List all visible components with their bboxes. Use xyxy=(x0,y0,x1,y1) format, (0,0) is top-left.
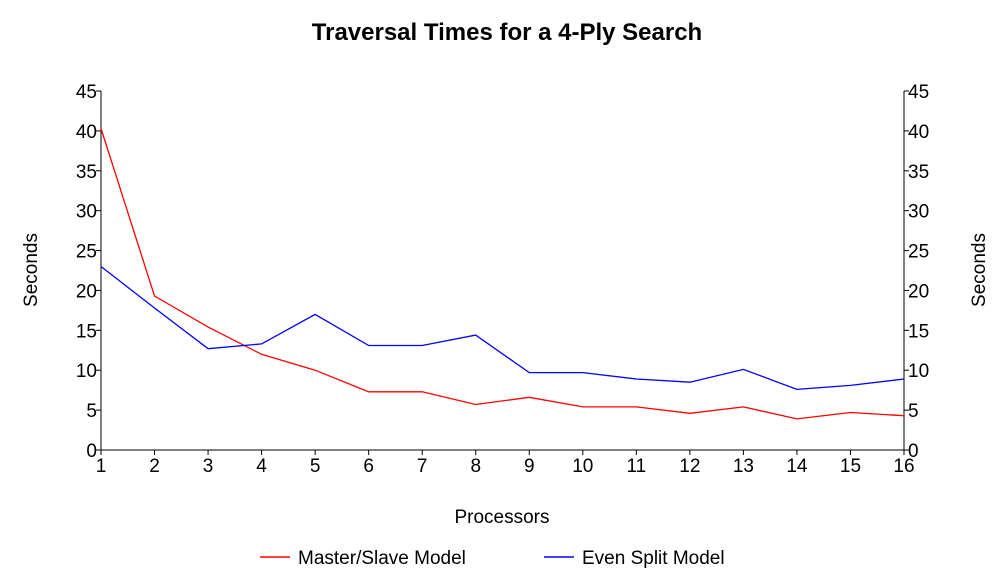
x-tick-label-15: 15 xyxy=(840,456,861,477)
x-tick-label-2: 2 xyxy=(149,456,160,477)
y-tick-label-right-45: 45 xyxy=(908,82,929,103)
y-tick-label-left-40: 40 xyxy=(76,122,97,143)
x-tick-label-14: 14 xyxy=(786,456,808,477)
x-tick-label-4: 4 xyxy=(256,456,267,477)
x-tick-label-11: 11 xyxy=(626,456,646,477)
y-tick-label-right-15: 15 xyxy=(908,321,929,342)
y-tick-label-left-25: 25 xyxy=(76,242,97,263)
left-y-ticks: 0 5 10 15 20 25 30 35 40 45 xyxy=(76,82,101,462)
y-tick-label-left-10: 10 xyxy=(76,361,97,382)
x-tick-label-6: 6 xyxy=(363,456,374,477)
x-tick-label-7: 7 xyxy=(417,456,428,477)
y-tick-label-right-0: 0 xyxy=(908,441,919,462)
x-tick-label-9: 9 xyxy=(524,456,535,477)
legend-label-even-split: Even Split Model xyxy=(582,548,725,569)
legend-label-master-slave: Master/Slave Model xyxy=(298,548,466,569)
y-tick-label-right-20: 20 xyxy=(908,281,929,302)
legend: Master/Slave Model Even Split Model xyxy=(260,548,725,569)
y-tick-label-left-30: 30 xyxy=(76,202,97,223)
x-tick-label-3: 3 xyxy=(203,456,214,477)
x-tick-label-16: 16 xyxy=(893,456,914,477)
y-tick-label-right-10: 10 xyxy=(908,361,929,382)
y-tick-label-right-35: 35 xyxy=(908,162,929,183)
series-layer xyxy=(100,128,905,420)
y-tick-label-right-5: 5 xyxy=(908,401,919,422)
series-line-0 xyxy=(100,128,905,420)
y-tick-label-left-0: 0 xyxy=(86,441,97,462)
x-tick-label-12: 12 xyxy=(679,456,700,477)
x-tick-label-8: 8 xyxy=(470,456,481,477)
chart-title: Traversal Times for a 4-Ply Search xyxy=(312,19,702,46)
right-y-ticks: 0 5 10 15 20 25 30 35 40 45 xyxy=(904,82,929,462)
y-tick-label-right-40: 40 xyxy=(908,122,929,143)
x-tick-label-1: 1 xyxy=(96,456,107,477)
x-axis-label: Processors xyxy=(454,507,549,528)
y-tick-label-left-20: 20 xyxy=(76,281,97,302)
x-ticks: 1 2 3 4 5 6 7 8 9 10 11 12 13 14 15 16 xyxy=(96,450,915,477)
y-tick-label-left-45: 45 xyxy=(76,82,97,103)
x-tick-label-5: 5 xyxy=(310,456,321,477)
y-tick-label-left-5: 5 xyxy=(86,401,97,422)
y-axis-label-right: Seconds xyxy=(969,233,990,307)
y-tick-label-left-35: 35 xyxy=(76,162,97,183)
y-tick-label-right-25: 25 xyxy=(908,242,929,263)
y-axis-label-left: Seconds xyxy=(21,233,42,307)
x-tick-label-13: 13 xyxy=(733,456,754,477)
y-tick-label-right-30: 30 xyxy=(908,202,929,223)
series-line-1 xyxy=(100,265,905,391)
x-tick-label-10: 10 xyxy=(572,456,593,477)
y-tick-label-left-15: 15 xyxy=(76,321,97,342)
